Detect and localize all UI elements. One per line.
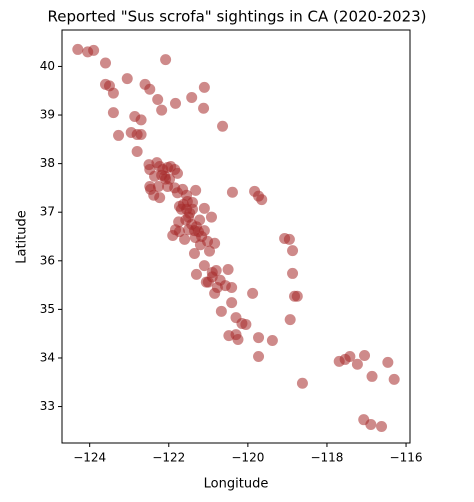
point (187, 196, 198, 208)
point (232, 334, 244, 346)
y-tick-label: 37 (40, 205, 55, 219)
point (283, 233, 295, 245)
point (180, 214, 192, 226)
point (215, 305, 227, 317)
point (291, 290, 303, 302)
point (135, 114, 147, 126)
x-tick-label: −120 (231, 451, 264, 465)
point (107, 87, 119, 99)
x-tick-label: −124 (73, 451, 106, 465)
point (382, 356, 394, 368)
point (217, 120, 229, 132)
point (135, 128, 147, 140)
y-tick-label: 33 (40, 399, 55, 413)
chart-title: Reported "Sus scrofa" sightings in CA (2… (47, 8, 426, 26)
point (351, 358, 363, 370)
y-tick-label: 36 (40, 253, 55, 267)
x-tick-label: −116 (390, 451, 423, 465)
point (156, 104, 168, 116)
point (131, 145, 143, 157)
point (152, 180, 164, 192)
point (247, 287, 259, 299)
plot-frame (61, 29, 411, 444)
point (205, 211, 217, 223)
point (152, 93, 164, 105)
point (240, 318, 252, 330)
point (253, 332, 265, 344)
point (107, 107, 119, 119)
point (296, 377, 308, 389)
point (171, 167, 183, 179)
point (149, 170, 161, 182)
point (154, 192, 166, 204)
y-axis-label: Latitude (15, 210, 30, 264)
point (226, 297, 238, 309)
point (287, 245, 299, 257)
point (169, 97, 181, 109)
y-tick-label: 35 (40, 302, 55, 316)
point (113, 129, 125, 141)
point (376, 420, 388, 432)
point (186, 92, 198, 104)
point (175, 203, 187, 215)
point (214, 274, 226, 286)
point (125, 127, 137, 139)
x-tick-label: −122 (152, 451, 185, 465)
point (204, 245, 216, 257)
point (253, 351, 265, 363)
point (209, 287, 221, 299)
point (284, 314, 296, 326)
point (190, 268, 202, 280)
point (88, 44, 100, 56)
point (198, 81, 210, 93)
point (359, 350, 371, 362)
point (121, 73, 133, 85)
point (198, 260, 210, 272)
y-tick-label: 39 (40, 108, 55, 122)
point (209, 237, 221, 249)
point (222, 264, 234, 276)
y-tick-label: 38 (40, 156, 55, 170)
x-tick-label: −118 (310, 451, 343, 465)
point (287, 267, 299, 279)
point (366, 370, 378, 382)
point (256, 194, 268, 206)
point (388, 373, 400, 385)
point (167, 230, 179, 242)
point (144, 83, 156, 95)
point (188, 248, 200, 260)
point (188, 225, 200, 237)
point (266, 334, 278, 346)
x-axis-label: Longitude (204, 477, 269, 492)
point (100, 57, 111, 69)
point (344, 351, 356, 363)
point (160, 54, 172, 66)
point (198, 202, 210, 214)
y-tick-label: 34 (40, 350, 55, 364)
point (198, 102, 210, 114)
point (226, 186, 238, 198)
point (226, 282, 238, 294)
point (365, 419, 377, 431)
point (194, 214, 206, 226)
point (179, 233, 191, 245)
point (72, 43, 84, 55)
point (200, 276, 212, 288)
y-tick-label: 40 (40, 59, 55, 73)
point (190, 184, 202, 196)
point (194, 239, 206, 251)
